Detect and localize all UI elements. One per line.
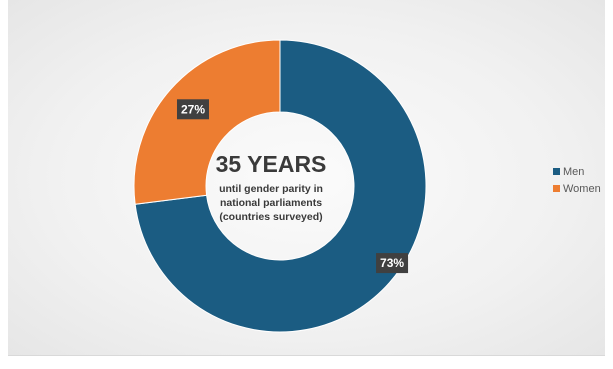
center-line-2: national parliaments: [220, 197, 322, 209]
legend-item-women: Women: [553, 180, 601, 197]
center-line-1: until gender parity in: [219, 183, 323, 195]
center-text: 35 YEARS until gender parity in national…: [216, 151, 327, 223]
legend-item-men: Men: [553, 163, 601, 180]
legend-label-women: Women: [563, 182, 601, 195]
slice-women: [133, 39, 281, 205]
legend-label-men: Men: [563, 165, 585, 178]
legend-swatch-women: [553, 185, 560, 192]
legend-swatch-men: [553, 168, 560, 175]
legend: Men Women: [553, 163, 601, 197]
slice-men: [134, 39, 427, 333]
data-label-women: 27%: [176, 99, 209, 120]
data-label-text: 27%: [181, 102, 205, 116]
data-label-box: [176, 99, 209, 120]
data-label-text: 73%: [380, 256, 404, 270]
data-label-men: 73%: [376, 253, 409, 274]
data-labels: 73% 27%: [176, 99, 409, 274]
center-headline: 35 YEARS: [216, 151, 327, 177]
data-label-box: [376, 253, 409, 274]
donut-slices: [133, 39, 427, 333]
center-line-3: (countries surveyed): [219, 211, 322, 223]
